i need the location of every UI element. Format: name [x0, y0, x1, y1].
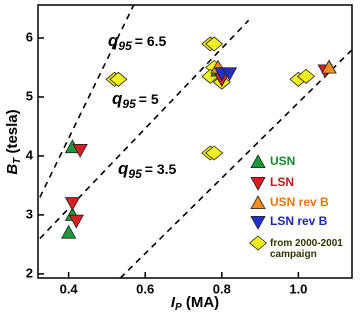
- legend-label: LSN: [270, 175, 294, 189]
- x-tick-label: 0.4: [60, 281, 79, 296]
- x-axis-label-sub: P: [175, 302, 182, 313]
- y-tick-label: 2: [26, 265, 33, 280]
- y-tick-label: 5: [26, 88, 33, 103]
- legend-marker: [250, 154, 266, 168]
- legend-marker: [250, 177, 266, 191]
- legend-marker: [250, 195, 266, 209]
- data-point: [72, 144, 88, 158]
- q95-label: q95 = 5: [112, 89, 159, 111]
- legend-marker: [248, 235, 268, 251]
- data-point: [64, 197, 81, 211]
- data-point: [321, 59, 337, 74]
- data-point: [68, 214, 84, 229]
- x-axis-label: IP (MA): [171, 294, 219, 313]
- legend-label: USN rev B: [270, 195, 329, 209]
- data-point: [109, 71, 128, 87]
- x-tick-label: 0.6: [136, 281, 154, 296]
- x-axis-label-rest: (MA): [182, 294, 220, 311]
- y-axis-label-sub: T: [12, 157, 23, 164]
- data-point: [297, 68, 316, 84]
- y-axis-label: BT (tesla): [4, 109, 23, 174]
- q95-line: [39, 4, 135, 198]
- q95-sub: 95: [128, 167, 142, 181]
- q95-text: = 3.5: [145, 161, 177, 177]
- q95-text: = 6.5: [135, 33, 167, 49]
- x-tick-label: 1.0: [289, 281, 307, 296]
- q95-label: q95 = 3.5: [118, 159, 176, 181]
- legend-label: LSN rev B: [270, 214, 328, 228]
- x-tick-label: 0.8: [213, 281, 231, 296]
- y-axis-label-rest: (tesla): [4, 109, 21, 157]
- y-axis-label-main: B: [4, 164, 21, 175]
- y-tick-label: 6: [26, 29, 33, 44]
- y-tick-label: 4: [26, 147, 34, 162]
- legend-label: USN: [270, 154, 296, 168]
- q95-text: = 5: [139, 91, 159, 107]
- legend-label: from 2000-2001 campaign: [270, 238, 343, 260]
- data-point: [205, 145, 224, 161]
- plot-frame: [37, 4, 353, 279]
- q95-sub: 95: [118, 39, 132, 53]
- q95-label: q95 = 6.5: [108, 31, 166, 53]
- q95-sub: 95: [122, 97, 136, 111]
- y-tick-label: 3: [26, 206, 33, 221]
- legend-marker: [250, 216, 266, 230]
- q95-q: q: [108, 31, 119, 50]
- q95-q: q: [112, 89, 123, 108]
- x-axis-label-main: I: [171, 294, 176, 311]
- q95-q: q: [118, 159, 129, 178]
- data-point: [221, 67, 238, 82]
- data-point: [205, 36, 224, 52]
- data-point: [60, 224, 77, 239]
